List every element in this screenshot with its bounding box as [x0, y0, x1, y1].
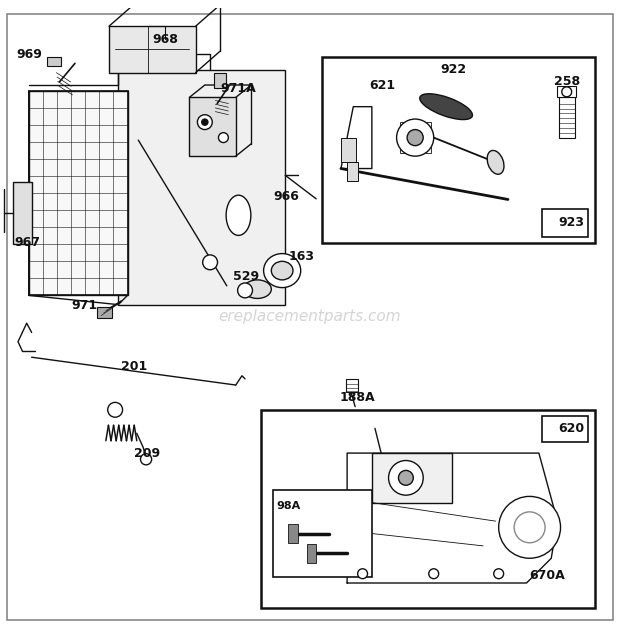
Circle shape [498, 496, 560, 559]
Circle shape [358, 569, 368, 579]
Circle shape [203, 255, 218, 269]
Text: 620: 620 [558, 422, 585, 436]
Circle shape [429, 569, 439, 579]
Text: 971A: 971A [220, 82, 256, 94]
Bar [559, 98, 575, 138]
Bar [372, 453, 452, 503]
Bar [322, 57, 595, 243]
Circle shape [389, 460, 423, 495]
Bar [557, 86, 576, 98]
Circle shape [237, 283, 252, 298]
Text: 621: 621 [369, 79, 395, 91]
Ellipse shape [264, 254, 301, 288]
Bar [118, 70, 285, 304]
Bar [341, 138, 356, 162]
Bar [307, 544, 316, 562]
Bar [189, 98, 236, 156]
Circle shape [108, 403, 123, 417]
Bar [214, 73, 226, 88]
Ellipse shape [272, 261, 293, 280]
Text: 670A: 670A [529, 569, 565, 582]
Text: 188A: 188A [340, 391, 375, 404]
Text: 967: 967 [14, 236, 40, 249]
Bar [29, 91, 128, 295]
Bar [288, 524, 298, 543]
Bar [97, 307, 112, 318]
Circle shape [399, 470, 414, 485]
Circle shape [562, 87, 572, 97]
Bar [347, 162, 358, 181]
Text: 258: 258 [554, 75, 580, 88]
Circle shape [218, 133, 228, 143]
Bar [29, 91, 128, 295]
Ellipse shape [487, 150, 504, 174]
Circle shape [141, 454, 152, 465]
Bar [260, 410, 595, 608]
Bar [47, 57, 61, 67]
Circle shape [494, 569, 503, 579]
Circle shape [202, 119, 208, 126]
Text: 98A: 98A [276, 501, 300, 510]
Ellipse shape [244, 280, 272, 299]
Text: 923: 923 [559, 216, 585, 229]
Bar [347, 379, 358, 392]
Text: 968: 968 [153, 34, 178, 46]
Text: ereplacementparts.com: ereplacementparts.com [219, 309, 401, 325]
Bar [542, 416, 588, 442]
Text: 209: 209 [134, 446, 160, 460]
Text: 201: 201 [122, 360, 148, 373]
Circle shape [514, 512, 545, 543]
Text: 529: 529 [232, 269, 259, 283]
Text: 969: 969 [16, 48, 42, 61]
Ellipse shape [420, 94, 472, 120]
Text: 922: 922 [440, 63, 466, 76]
Circle shape [407, 129, 423, 146]
Text: 971: 971 [72, 299, 98, 312]
Bar [109, 26, 195, 73]
Bar [273, 490, 372, 577]
Bar [400, 122, 431, 153]
Circle shape [197, 115, 212, 129]
Bar [13, 183, 32, 244]
Text: 163: 163 [288, 250, 314, 264]
Circle shape [397, 119, 434, 156]
Ellipse shape [226, 195, 251, 235]
Text: 966: 966 [273, 190, 299, 203]
Bar [542, 209, 588, 236]
